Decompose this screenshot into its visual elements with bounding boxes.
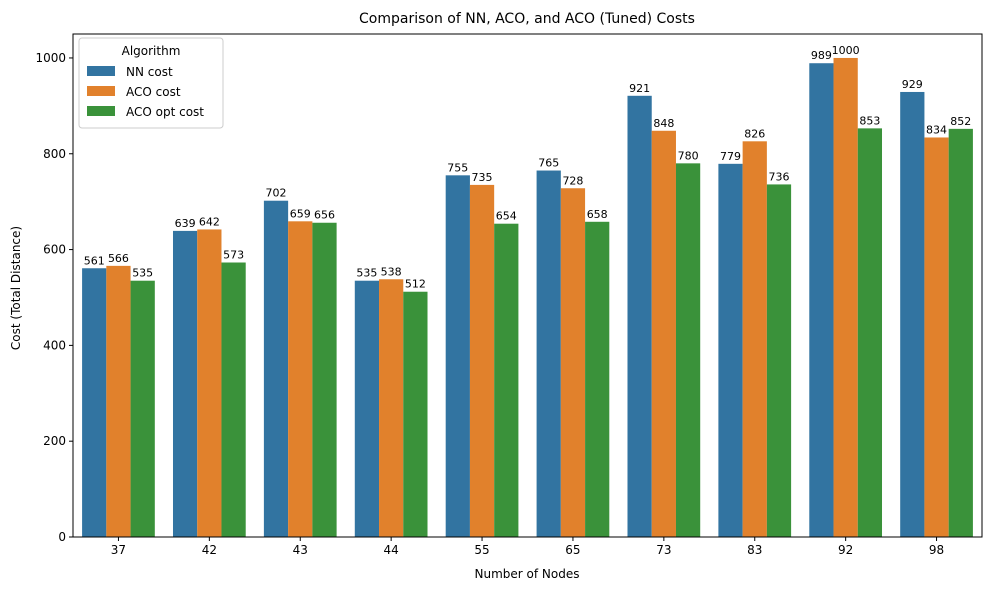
bar-nn-cost-83	[718, 163, 743, 537]
bar-aco-opt-cost-73	[675, 163, 701, 538]
value-label-nn-cost-65: 765	[538, 157, 559, 170]
bar-nn-cost-98	[900, 91, 925, 538]
value-label-aco-opt-cost-44: 512	[405, 278, 426, 291]
legend-swatch-nn-cost	[87, 66, 115, 76]
value-label-aco-opt-cost-83: 736	[768, 170, 789, 183]
bars-layer	[82, 57, 973, 538]
value-label-aco-cost-92: 1000	[832, 44, 860, 57]
bar-aco-opt-cost-44	[403, 291, 428, 537]
bar-nn-cost-37	[82, 268, 107, 537]
bar-aco-cost-42	[197, 229, 222, 538]
x-tick-label-43: 43	[293, 543, 308, 557]
y-tick-label-800: 800	[43, 147, 66, 161]
value-label-aco-cost-37: 566	[108, 252, 129, 265]
x-tick-label-37: 37	[111, 543, 126, 557]
y-tick-label-600: 600	[43, 243, 66, 257]
value-label-aco-cost-83: 826	[744, 127, 765, 140]
value-label-aco-cost-55: 735	[472, 171, 493, 184]
x-tick-label-42: 42	[202, 543, 217, 557]
plot-frame	[72, 33, 983, 538]
bar-nn-cost-42	[172, 230, 198, 538]
value-label-aco-opt-cost-55: 654	[496, 210, 517, 223]
bar-nn-cost-65	[536, 170, 561, 537]
value-label-nn-cost-92: 989	[811, 49, 832, 62]
value-label-nn-cost-37: 561	[84, 254, 105, 267]
legend-swatch-aco-cost	[87, 86, 115, 96]
bar-nn-cost-43	[263, 200, 289, 538]
bar-aco-opt-cost-98	[948, 128, 973, 537]
x-axis-label: Number of Nodes	[475, 567, 580, 581]
legend-box	[78, 37, 224, 129]
value-label-aco-cost-43: 659	[290, 207, 311, 220]
value-label-nn-cost-98: 929	[902, 78, 923, 91]
bar-aco-opt-cost-55	[494, 223, 519, 537]
value-label-nn-cost-73: 921	[629, 82, 650, 95]
bar-nn-cost-73	[627, 95, 652, 537]
bar-aco-opt-cost-65	[585, 221, 610, 537]
y-tick-label-400: 400	[43, 338, 66, 352]
value-label-aco-cost-44: 538	[381, 265, 402, 278]
bar-aco-cost-55	[469, 184, 495, 537]
bar-aco-cost-98	[924, 137, 949, 537]
legend-swatch-aco-opt-cost	[87, 106, 115, 116]
legend-label-nn-cost: NN cost	[126, 65, 173, 79]
value-label-aco-cost-73: 848	[653, 117, 674, 130]
value-label-aco-opt-cost-65: 658	[587, 208, 608, 221]
bar-aco-cost-73	[651, 130, 676, 537]
value-label-nn-cost-55: 755	[447, 161, 468, 174]
y-tick-label-200: 200	[43, 434, 66, 448]
x-tick-label-65: 65	[565, 543, 580, 557]
x-tick-label-83: 83	[747, 543, 762, 557]
bar-nn-cost-92	[809, 63, 834, 538]
value-label-nn-cost-44: 535	[356, 267, 377, 280]
value-label-aco-opt-cost-43: 656	[314, 209, 335, 222]
value-label-nn-cost-43: 702	[266, 187, 287, 200]
axes-layer: 37 42 43 44 55 65 73 83 92 98 0 200 400 600 800 1000	[35, 33, 983, 557]
x-tick-label-73: 73	[656, 543, 671, 557]
value-label-nn-cost-42: 639	[175, 217, 196, 230]
bar-aco-opt-cost-42	[221, 262, 246, 537]
value-label-aco-opt-cost-98: 852	[950, 115, 971, 128]
legend: Algorithm NN cost ACO cost ACO opt cost	[78, 37, 224, 129]
bar-aco-cost-37	[106, 265, 131, 537]
bar-aco-opt-cost-37	[130, 280, 155, 537]
bar-aco-opt-cost-92	[857, 128, 883, 537]
bar-aco-cost-65	[560, 188, 586, 537]
bar-aco-cost-92	[833, 57, 858, 537]
value-label-nn-cost-83: 779	[720, 150, 741, 163]
bar-aco-opt-cost-83	[766, 184, 792, 537]
value-label-aco-cost-65: 728	[562, 174, 583, 187]
value-label-aco-opt-cost-37: 535	[132, 267, 153, 280]
value-label-aco-cost-98: 834	[926, 123, 947, 136]
value-label-aco-opt-cost-92: 853	[859, 114, 880, 127]
y-tick-label-1000: 1000	[35, 51, 66, 65]
x-tick-label-98: 98	[929, 543, 944, 557]
bar-aco-cost-83	[742, 141, 767, 537]
bar-aco-cost-43	[288, 221, 313, 537]
value-label-aco-cost-42: 642	[199, 215, 220, 228]
value-label-aco-opt-cost-42: 573	[223, 249, 244, 262]
legend-label-aco-opt-cost: ACO opt cost	[126, 105, 204, 119]
bar-nn-cost-55	[445, 175, 470, 538]
chart-title: Comparison of NN, ACO, and ACO (Tuned) C…	[359, 11, 695, 27]
legend-title: Algorithm	[122, 44, 181, 58]
bar-aco-opt-cost-43	[312, 222, 337, 538]
legend-label-aco-cost: ACO cost	[126, 85, 181, 99]
x-tick-label-55: 55	[474, 543, 489, 557]
x-tick-label-92: 92	[838, 543, 853, 557]
bar-aco-cost-44	[379, 279, 404, 537]
value-label-aco-opt-cost-73: 780	[678, 149, 699, 162]
bar-nn-cost-44	[354, 280, 380, 537]
y-tick-label-0: 0	[58, 530, 66, 544]
x-tick-label-44: 44	[384, 543, 399, 557]
y-axis-label: Cost (Total Distance)	[9, 226, 23, 350]
